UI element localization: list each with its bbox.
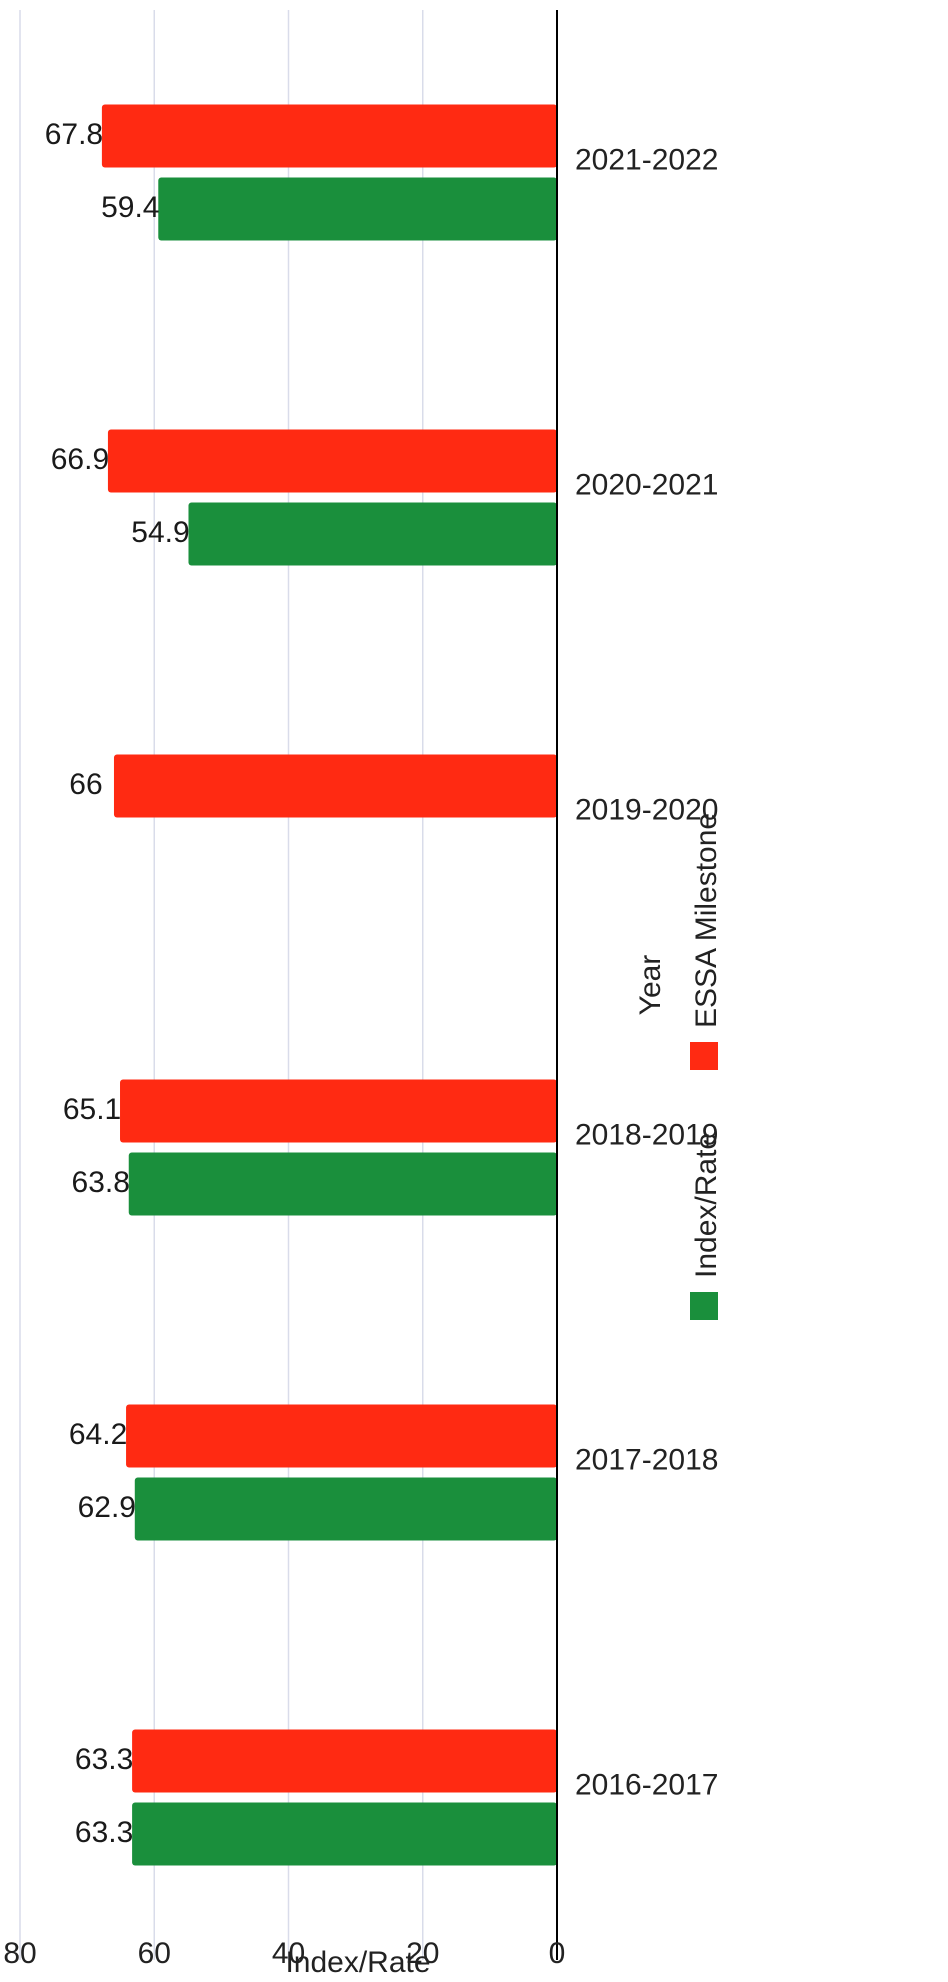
bar-index-rate [188,502,557,566]
y-tick-label: 80 [3,1937,36,1970]
bar-essa-milestone [107,429,557,493]
x-tick-label: 2016-2017 [575,1768,718,1801]
bar-essa-milestone [126,1404,558,1468]
data-label: 54.9 [131,516,189,549]
y-tick-label: 0 [549,1937,566,1970]
legend-label: ESSA Milestone [690,813,723,1028]
y-tick-label: 60 [138,1937,171,1970]
legend-swatch [690,1292,718,1320]
data-label: 63.3 [75,1743,133,1776]
plot-area: 63.3 63.3 62.9 64.2 63.8 65.1 66 54.9 66.9 59.4 67… [3,10,723,1979]
gridlines [19,10,424,1960]
legend-label: Index/Rate [690,1133,723,1278]
bar-index-rate [158,177,557,241]
y-tick-label: 20 [406,1937,439,1970]
x-tick-label: 2020-2021 [575,468,718,501]
data-label: 62.9 [78,1491,136,1524]
legend-swatch [690,1042,718,1070]
x-tick-label: 2018-2019 [575,1118,718,1151]
data-label: 67.8 [45,118,103,151]
legend: Index/Rate ESSA Milestone [690,813,723,1320]
bar-essa-milestone [113,754,557,818]
x-tick-label: 2017-2018 [575,1443,718,1476]
data-label: 66 [69,768,102,801]
data-label: 59.4 [101,191,159,224]
x-tick-label: 2019-2020 [575,793,718,826]
y-tick-label: 40 [272,1937,305,1970]
x-axis-title: Year [634,955,667,1016]
data-label: 63.8 [72,1166,130,1199]
bar-index-rate [134,1477,557,1541]
data-label: 65.1 [63,1093,121,1126]
bar-index-rate [132,1802,557,1866]
data-label: 66.9 [51,443,109,476]
bar-essa-milestone [120,1079,558,1143]
bar-essa-milestone [132,1729,557,1793]
y-axis-title: Index/Rate [285,1946,430,1979]
data-labels: 63.3 63.3 62.9 64.2 63.8 65.1 66 54.9 66.9 59.4 67… [45,118,190,1849]
bar-index-rate [128,1152,557,1216]
data-label: 64.2 [69,1418,127,1451]
bar-essa-milestone [101,104,558,168]
x-tick-label: 2021-2022 [575,143,718,176]
y-axis-ticks: 0 20 40 60 80 [3,1937,565,1970]
bars [101,104,558,1866]
x-axis-ticks: 2016-2017 2017-2018 2018-2019 2019-2020 2020… [575,143,718,1801]
data-label: 63.3 [75,1816,133,1849]
